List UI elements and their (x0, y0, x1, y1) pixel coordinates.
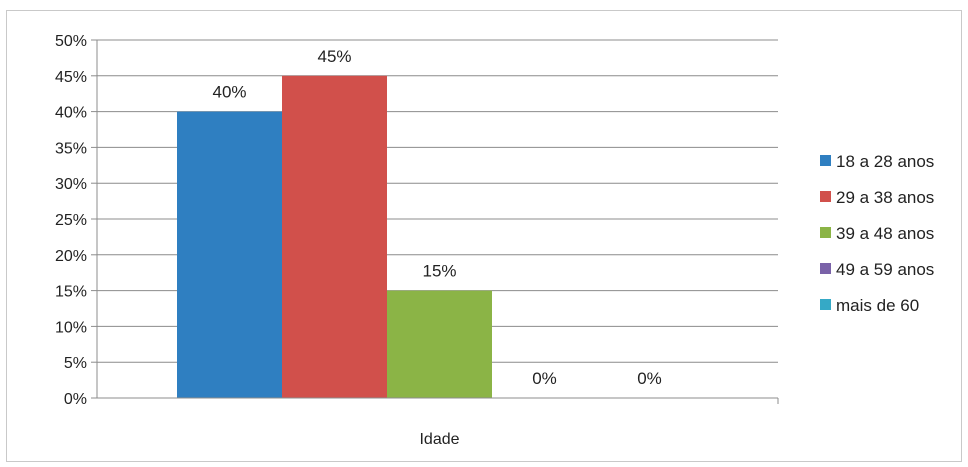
legend-swatch (820, 191, 831, 202)
legend-label: 49 a 59 anos (836, 260, 934, 279)
y-tick-label: 25% (55, 212, 87, 229)
legend-label: mais de 60 (836, 296, 919, 315)
y-tick-label: 45% (55, 69, 87, 86)
legend-label: 29 a 38 anos (836, 188, 934, 207)
legend-label: 39 a 48 anos (836, 224, 934, 243)
legend-swatch (820, 263, 831, 274)
data-label: 45% (317, 47, 351, 66)
legend-swatch (820, 227, 831, 238)
data-label: 0% (637, 369, 662, 388)
y-tick-label: 30% (55, 176, 87, 193)
bar (282, 75, 387, 399)
legend-swatch (820, 299, 831, 310)
bar (177, 111, 282, 398)
bar (387, 290, 492, 398)
y-tick-label: 5% (64, 355, 87, 372)
y-tick-label: 15% (55, 284, 87, 301)
legend-swatch (820, 155, 831, 166)
y-tick-label: 10% (55, 319, 87, 336)
data-label: 40% (212, 83, 246, 102)
y-tick-label: 0% (64, 391, 87, 408)
y-tick-label: 20% (55, 248, 87, 265)
data-label: 15% (422, 262, 456, 281)
y-tick-label: 40% (55, 105, 87, 122)
legend-label: 18 a 28 anos (836, 152, 934, 171)
data-label: 0% (532, 369, 557, 388)
y-tick-label: 35% (55, 140, 87, 157)
y-tick-label: 50% (55, 33, 87, 50)
x-category-label: Idade (419, 431, 459, 448)
